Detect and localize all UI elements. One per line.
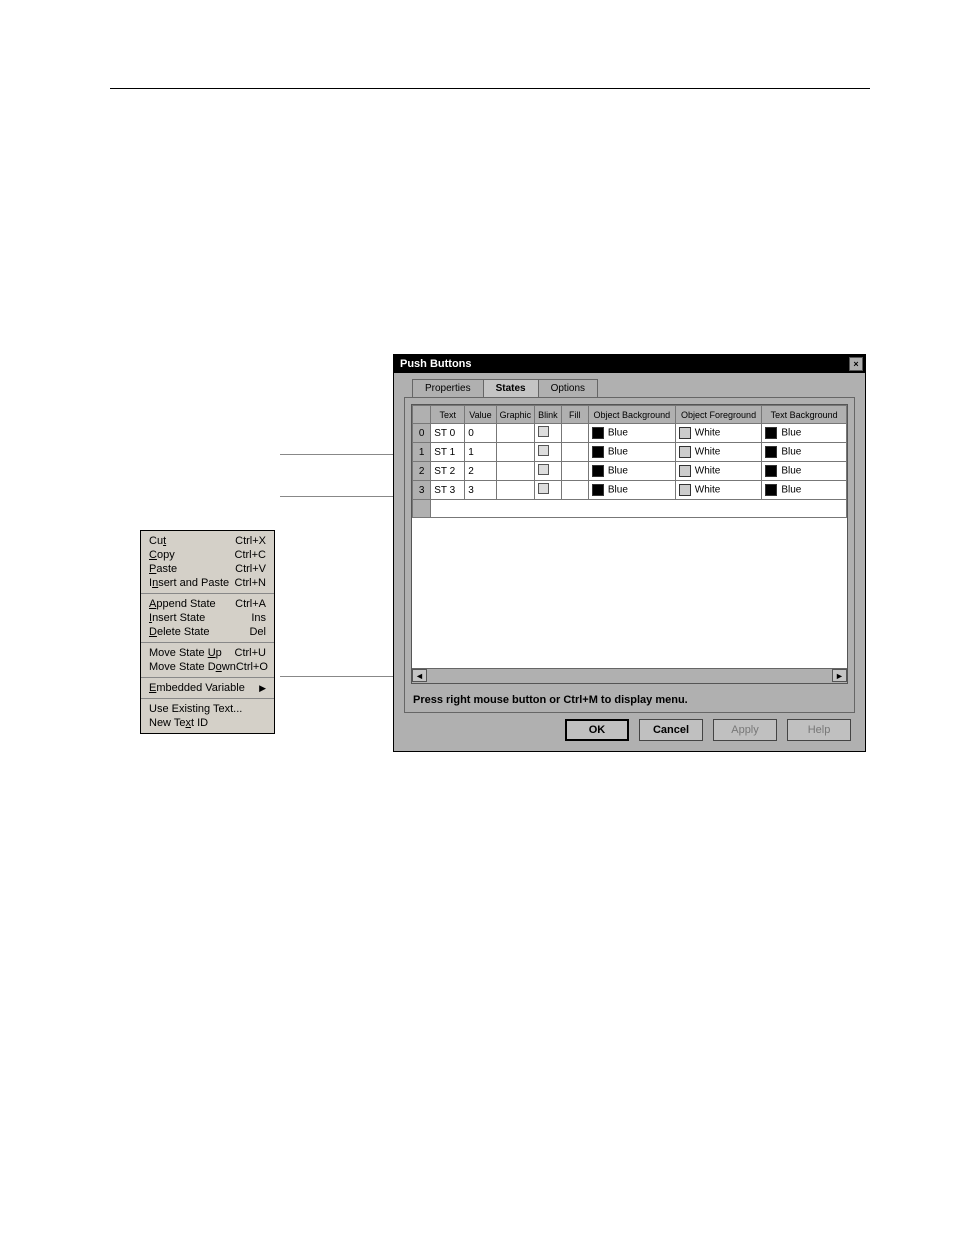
- blink-checkbox[interactable]: [538, 426, 549, 437]
- help-button[interactable]: Help: [787, 719, 851, 741]
- dialog-title: Push Buttons: [400, 358, 472, 370]
- table-row[interactable]: 3ST 33BlueWhiteBlue: [413, 481, 847, 500]
- color-swatch[interactable]: [679, 484, 691, 496]
- table-row[interactable]: 2ST 22BlueWhiteBlue: [413, 462, 847, 481]
- menu-item-shortcut: Ctrl+A: [235, 598, 266, 610]
- menu-item[interactable]: Embedded Variable ▶: [141, 681, 274, 695]
- menu-item-label: Append State: [149, 598, 216, 610]
- menu-item[interactable]: Cut Ctrl+X: [141, 534, 274, 548]
- column-header: Value: [465, 406, 496, 424]
- close-icon[interactable]: ×: [849, 357, 863, 371]
- hint-text: Press right mouse button or Ctrl+M to di…: [405, 690, 854, 712]
- callout-line: [280, 676, 406, 677]
- blink-checkbox[interactable]: [538, 445, 549, 456]
- tab-options[interactable]: Options: [538, 379, 598, 397]
- menu-item-label: Copy: [149, 549, 175, 561]
- column-header: Object Background: [588, 406, 675, 424]
- color-swatch[interactable]: [679, 465, 691, 477]
- column-header: Graphic: [496, 406, 535, 424]
- callout-line: [280, 454, 408, 455]
- apply-button[interactable]: Apply: [713, 719, 777, 741]
- menu-item-label: Use Existing Text...: [149, 703, 242, 715]
- push-buttons-dialog: Push Buttons × PropertiesStatesOptions T…: [393, 354, 866, 752]
- states-grid: TextValueGraphicBlinkFillObject Backgrou…: [411, 404, 848, 684]
- hscrollbar[interactable]: ◄ ►: [412, 668, 847, 683]
- table-row[interactable]: 1ST 11BlueWhiteBlue: [413, 443, 847, 462]
- color-swatch[interactable]: [765, 446, 777, 458]
- context-menu: CutCtrl+XCopyCtrl+CPasteCtrl+VInsert and…: [140, 530, 275, 734]
- menu-item[interactable]: New Text ID: [141, 716, 274, 730]
- menu-item[interactable]: Use Existing Text...: [141, 702, 274, 716]
- menu-item[interactable]: Insert State Ins: [141, 611, 274, 625]
- menu-item-label: Move State Down: [149, 661, 236, 673]
- table-row[interactable]: 0ST 00BlueWhiteBlue: [413, 424, 847, 443]
- color-swatch[interactable]: [592, 427, 604, 439]
- menu-item-shortcut: Ctrl+C: [235, 549, 266, 561]
- column-header: Fill: [561, 406, 588, 424]
- blink-checkbox[interactable]: [538, 483, 549, 494]
- dialog-buttons: OK Cancel Apply Help: [394, 713, 865, 751]
- color-swatch[interactable]: [679, 427, 691, 439]
- color-swatch[interactable]: [679, 446, 691, 458]
- menu-item[interactable]: Append State Ctrl+A: [141, 597, 274, 611]
- menu-item[interactable]: Move State Up Ctrl+U: [141, 646, 274, 660]
- menu-item-label: Move State Up: [149, 647, 222, 659]
- scroll-right-icon[interactable]: ►: [832, 669, 847, 682]
- menu-item-label: Delete State: [149, 626, 210, 638]
- menu-item[interactable]: Move State DownCtrl+O: [141, 660, 274, 674]
- menu-item-shortcut: Ctrl+O: [236, 661, 268, 673]
- column-header: Text Background: [762, 406, 847, 424]
- menu-item[interactable]: Insert and Paste Ctrl+N: [141, 576, 274, 590]
- menu-item[interactable]: Paste Ctrl+V: [141, 562, 274, 576]
- menu-item-shortcut: ▶: [259, 683, 266, 694]
- menu-item-shortcut: Ins: [251, 612, 266, 624]
- titlebar: Push Buttons ×: [394, 355, 865, 373]
- menu-item[interactable]: Delete State Del: [141, 625, 274, 639]
- menu-item-shortcut: Del: [249, 626, 266, 638]
- menu-item-shortcut: Ctrl+N: [235, 577, 266, 589]
- tab-states[interactable]: States: [483, 379, 539, 397]
- cancel-button[interactable]: Cancel: [639, 719, 703, 741]
- scroll-left-icon[interactable]: ◄: [412, 669, 427, 682]
- color-swatch[interactable]: [765, 427, 777, 439]
- menu-item-shortcut: Ctrl+U: [235, 647, 266, 659]
- blink-checkbox[interactable]: [538, 464, 549, 475]
- page-rule: [110, 88, 870, 89]
- color-swatch[interactable]: [592, 484, 604, 496]
- color-swatch[interactable]: [765, 484, 777, 496]
- ok-button[interactable]: OK: [565, 719, 629, 741]
- color-swatch[interactable]: [592, 446, 604, 458]
- color-swatch[interactable]: [765, 465, 777, 477]
- menu-item-label: Paste: [149, 563, 177, 575]
- menu-item-label: New Text ID: [149, 717, 208, 729]
- menu-item-label: Embedded Variable: [149, 682, 245, 694]
- menu-item-shortcut: Ctrl+X: [235, 535, 266, 547]
- column-header: [413, 406, 431, 424]
- grid-empty: [412, 518, 847, 668]
- column-header: Text: [431, 406, 465, 424]
- menu-item-label: Insert and Paste: [149, 577, 229, 589]
- column-header: Blink: [535, 406, 562, 424]
- menu-item-label: Cut: [149, 535, 166, 547]
- states-panel: TextValueGraphicBlinkFillObject Backgrou…: [404, 397, 855, 713]
- column-header: Object Foreground: [675, 406, 762, 424]
- color-swatch[interactable]: [592, 465, 604, 477]
- menu-item[interactable]: Copy Ctrl+C: [141, 548, 274, 562]
- tab-properties[interactable]: Properties: [412, 379, 484, 397]
- menu-item-label: Insert State: [149, 612, 205, 624]
- menu-item-shortcut: Ctrl+V: [235, 563, 266, 575]
- tab-row: PropertiesStatesOptions: [394, 373, 865, 397]
